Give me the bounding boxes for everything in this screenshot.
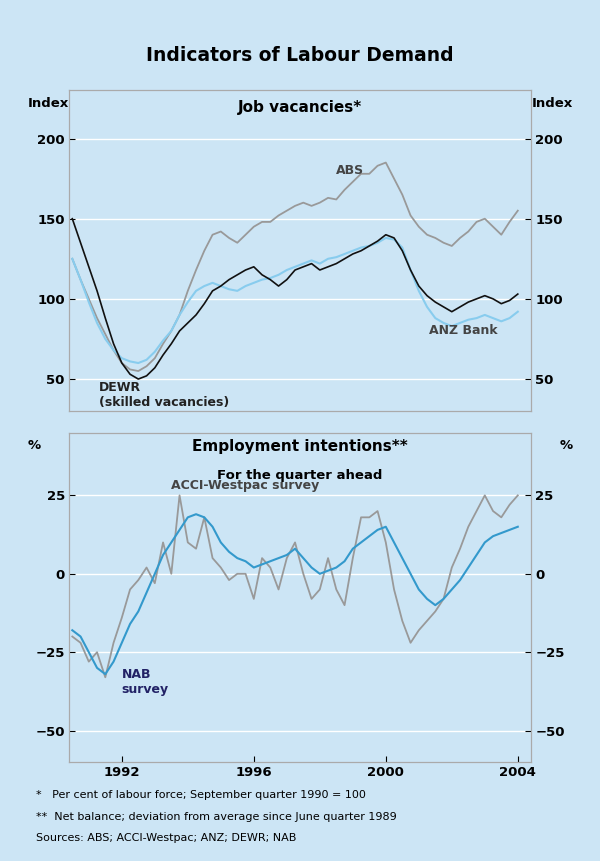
Text: Indicators of Labour Demand: Indicators of Labour Demand: [146, 46, 454, 65]
Text: *   Per cent of labour force; September quarter 1990 = 100: * Per cent of labour force; September qu…: [36, 790, 366, 801]
Text: DEWR
(skilled vacancies): DEWR (skilled vacancies): [98, 381, 229, 409]
Text: Job vacancies*: Job vacancies*: [238, 100, 362, 115]
Text: Index: Index: [532, 96, 572, 110]
Text: ABS: ABS: [337, 164, 364, 177]
Text: Sources: ABS; ACCI-Westpac; ANZ; DEWR; NAB: Sources: ABS; ACCI-Westpac; ANZ; DEWR; N…: [36, 833, 296, 843]
Text: ANZ Bank: ANZ Bank: [428, 324, 497, 338]
Text: NAB
survey: NAB survey: [122, 668, 169, 696]
Text: %: %: [28, 439, 41, 452]
Text: ACCI-Westpac survey: ACCI-Westpac survey: [172, 479, 320, 492]
Text: Employment intentions**: Employment intentions**: [192, 439, 408, 455]
Text: %: %: [559, 439, 572, 452]
Text: **  Net balance; deviation from average since June quarter 1989: ** Net balance; deviation from average s…: [36, 812, 397, 822]
Text: For the quarter ahead: For the quarter ahead: [217, 469, 383, 482]
Text: Index: Index: [28, 96, 68, 110]
